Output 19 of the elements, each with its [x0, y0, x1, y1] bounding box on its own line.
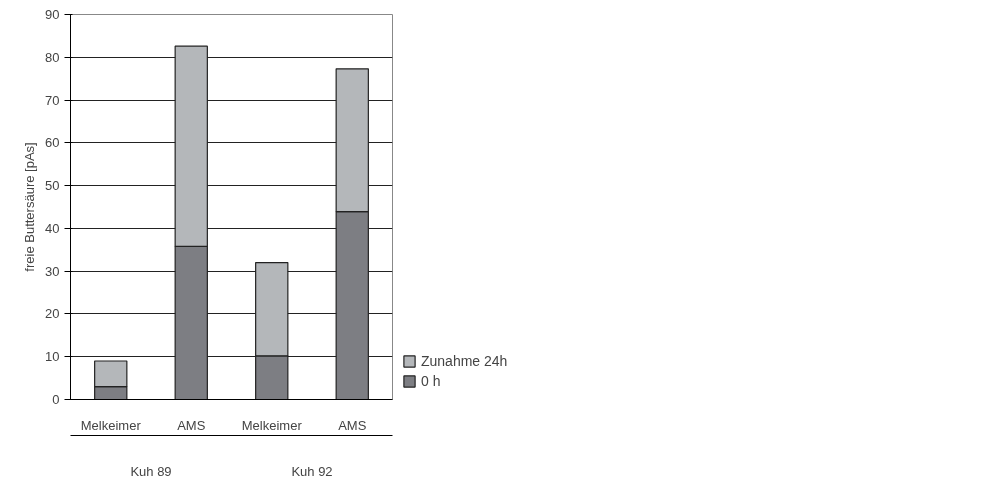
y-tick-label: 80: [45, 49, 60, 65]
y-tick-label: 30: [45, 263, 60, 279]
legend-label: 0 h: [421, 373, 441, 389]
x-tick-label: AMS: [338, 417, 367, 433]
y-tick-label: 40: [45, 220, 60, 236]
y-tick-label: 60: [45, 135, 60, 151]
y-tick-label: 10: [45, 349, 60, 365]
y-tick-label: 20: [45, 306, 60, 322]
text: Kuh 92: [291, 463, 333, 479]
x-tick-label: Melkeimer: [80, 417, 142, 433]
x-tick-label: Melkeimer: [241, 417, 303, 433]
y-tick-label: 50: [45, 178, 60, 194]
legend-label: Zunahme 24h: [421, 353, 508, 369]
y-axis-title: freie Buttersäure [pAs]: [22, 142, 38, 272]
x-tick-label: AMS: [177, 417, 206, 433]
y-tick-label: 0: [52, 392, 60, 407]
y-tick-label: 70: [45, 92, 60, 108]
y-tick-label: 90: [45, 7, 60, 22]
text: Kuh 89: [130, 463, 172, 479]
